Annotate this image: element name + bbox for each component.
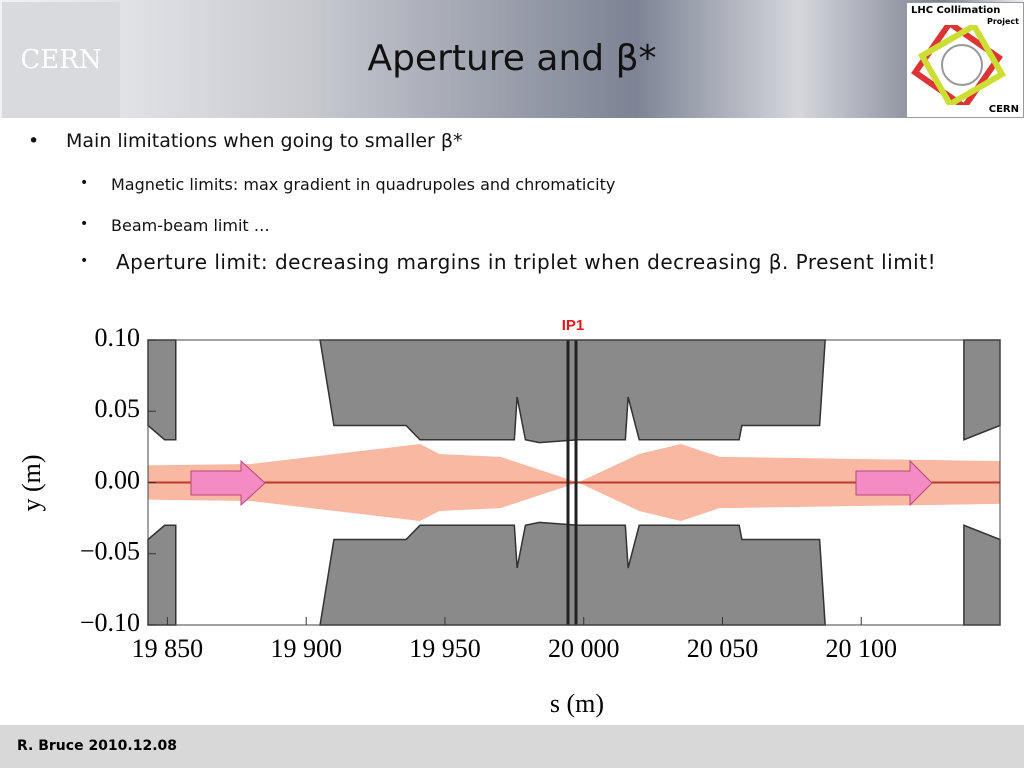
bullet-mark: • xyxy=(80,216,89,232)
logo-graphic xyxy=(911,25,1007,105)
cern-logo: CERN xyxy=(2,2,120,118)
aperture xyxy=(147,339,1001,444)
footer: R. Bruce 2010.12.08 xyxy=(0,725,1024,768)
x-tick-label: 19 900 xyxy=(270,634,342,663)
x-tick-label: 19 950 xyxy=(409,634,481,663)
bullet: Beam-beam limit … xyxy=(111,216,270,235)
x-tick-label: 19 850 xyxy=(132,634,204,663)
y-tick-label: −0.05 xyxy=(80,537,140,566)
bullet: Aperture limit: decreasing margins in tr… xyxy=(116,250,937,274)
bullet: Main limitations when going to smaller β… xyxy=(66,130,463,152)
x-tick-label: 20 000 xyxy=(548,634,620,663)
y-tick-label: −0.10 xyxy=(80,608,140,637)
header: CERN Aperture and β* LHC Collimation Pro… xyxy=(0,0,1024,118)
y-tick-label: 0.05 xyxy=(95,394,141,423)
x-axis-label: s (m) xyxy=(550,689,604,718)
chart: IP1 s (m) y (m) −0.10 −0.05 0.00 0.05 0.10 19… xyxy=(17,317,1001,718)
logo-text: CERN xyxy=(988,104,1019,115)
logo-text: LHC Collimation xyxy=(911,5,1001,16)
x-tick-label: 20 100 xyxy=(825,634,897,663)
bullet-mark: • xyxy=(80,175,89,191)
annotation: IP1 xyxy=(562,317,585,334)
bullet-mark: • xyxy=(80,253,89,269)
footer-text: R. Bruce 2010.12.08 xyxy=(17,738,178,754)
collimation-logo: LHC Collimation Project CERN xyxy=(906,2,1024,118)
y-tick-label: 0.10 xyxy=(95,323,141,352)
aperture xyxy=(147,521,1001,626)
slide-title: Aperture and β* xyxy=(367,38,657,79)
logo-text: Project xyxy=(986,17,1019,26)
bullet-mark: • xyxy=(28,130,40,152)
bullet: Magnetic limits: max gradient in quadrup… xyxy=(111,175,616,194)
beam-arrow xyxy=(855,459,933,507)
x-tick-label: 20 050 xyxy=(687,634,759,663)
y-axis-label: y (m) xyxy=(17,454,46,511)
beam-arrow xyxy=(190,459,266,507)
y-tick-label: 0.00 xyxy=(95,465,141,494)
